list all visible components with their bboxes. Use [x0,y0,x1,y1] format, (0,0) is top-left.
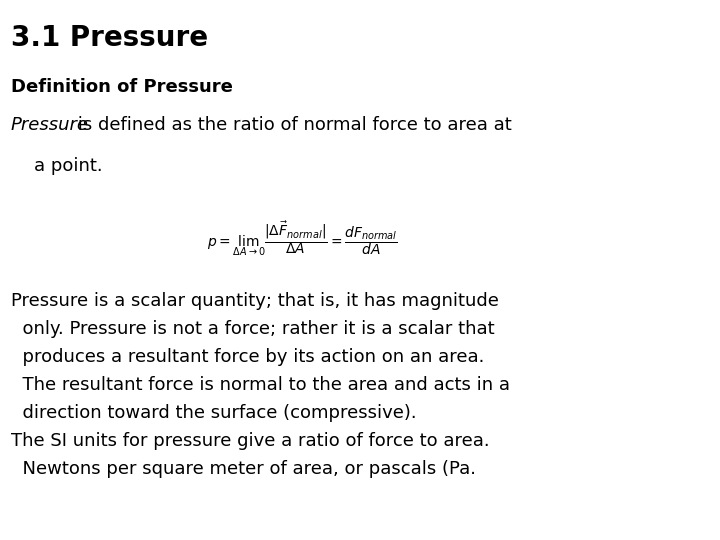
Text: $p = \underset{\Delta A \to 0}{\lim}\dfrac{|\Delta \vec{F}_{normal}|}{\Delta A}=: $p = \underset{\Delta A \to 0}{\lim}\dfr… [207,219,398,258]
Text: Newtons per square meter of area, or pascals (Pa.: Newtons per square meter of area, or pas… [11,460,476,478]
Text: Pressure: Pressure [11,116,89,134]
Text: Pressure is a scalar quantity; that is, it has magnitude: Pressure is a scalar quantity; that is, … [11,292,499,309]
Text: 3.1 Pressure: 3.1 Pressure [11,24,208,52]
Text: only. Pressure is not a force; rather it is a scalar that: only. Pressure is not a force; rather it… [11,320,495,338]
Text: The resultant force is normal to the area and acts in a: The resultant force is normal to the are… [11,376,510,394]
Text: Definition of Pressure: Definition of Pressure [11,78,233,96]
Text: produces a resultant force by its action on an area.: produces a resultant force by its action… [11,348,484,366]
Text: is defined as the ratio of normal force to area at: is defined as the ratio of normal force … [72,116,512,134]
Text: direction toward the surface (compressive).: direction toward the surface (compressiv… [11,404,416,422]
Text: The SI units for pressure give a ratio of force to area.: The SI units for pressure give a ratio o… [11,432,490,450]
Text: a point.: a point. [11,157,102,174]
